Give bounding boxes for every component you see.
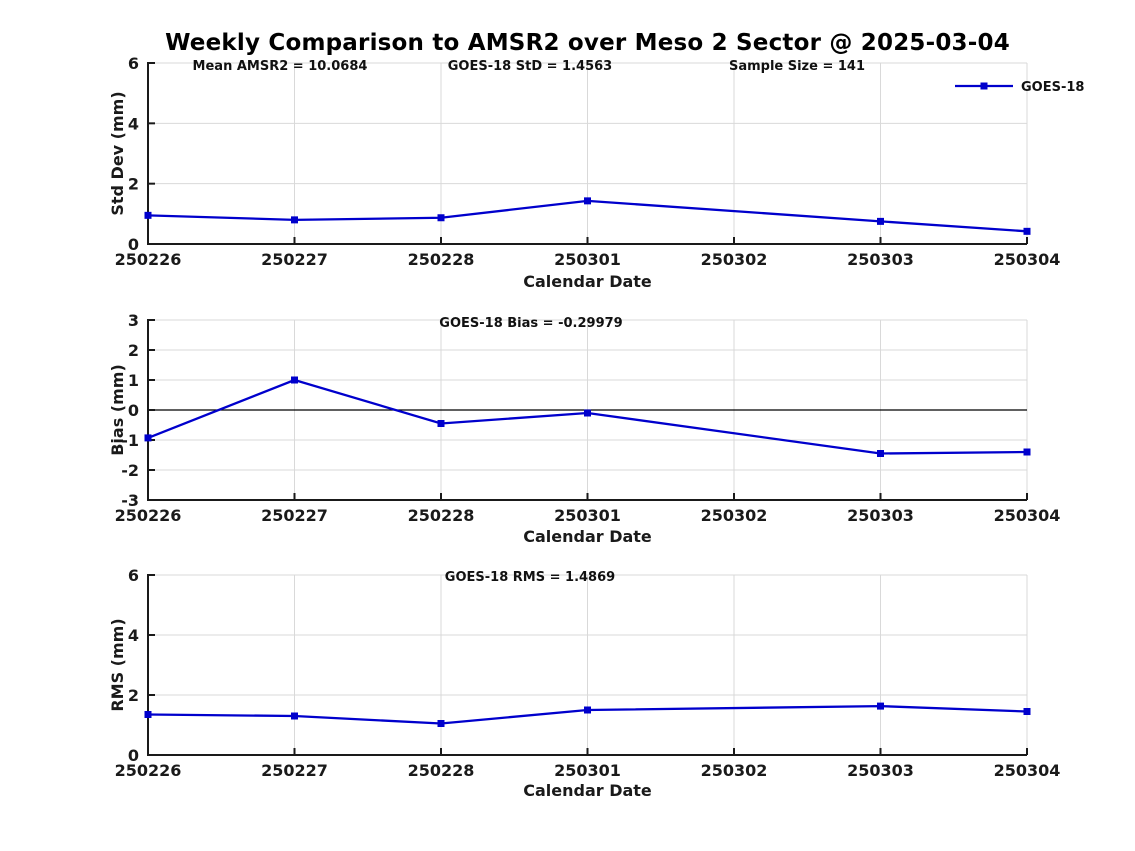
legend: GOES-18: [955, 80, 1084, 95]
svg-text:6: 6: [128, 566, 139, 585]
rms-y-axis-label: RMS (mm): [108, 618, 127, 711]
svg-text:250304: 250304: [994, 506, 1061, 525]
svg-text:250302: 250302: [701, 506, 768, 525]
bias-x-axis-label: Calendar Date: [523, 527, 652, 546]
svg-text:0: 0: [128, 235, 139, 254]
stddev-y-axis-label: Std Dev (mm): [108, 91, 127, 215]
svg-text:3: 3: [128, 311, 139, 330]
svg-text:1: 1: [128, 371, 139, 390]
svg-text:250228: 250228: [408, 761, 475, 780]
svg-text:250301: 250301: [554, 506, 621, 525]
svg-text:250227: 250227: [261, 761, 328, 780]
svg-text:250304: 250304: [994, 250, 1061, 269]
svg-text:6: 6: [128, 54, 139, 73]
svg-text:4: 4: [128, 114, 139, 133]
svg-text:250303: 250303: [847, 761, 914, 780]
annotation-sample-size: Sample Size = 141: [729, 59, 865, 74]
stddev-plot-area: 250226 250227 250228 250301 250302 250303 2503…: [115, 54, 1061, 269]
svg-text:250228: 250228: [408, 250, 475, 269]
annotation-mean-amsr2: Mean AMSR2 = 10.0684: [193, 59, 368, 74]
svg-text:250301: 250301: [554, 761, 621, 780]
svg-text:250304: 250304: [994, 761, 1061, 780]
rms-plot-area: 250226 250227 250228 250301 250302 250303 2503…: [115, 566, 1061, 780]
subplot-bias: 250226 250227 250228 250301 250302 250303 2503…: [108, 311, 1060, 546]
annotation-goes18-bias: GOES-18 Bias = -0.29979: [439, 316, 622, 331]
svg-text:250228: 250228: [408, 506, 475, 525]
svg-text:0: 0: [128, 401, 139, 420]
svg-text:2: 2: [128, 686, 139, 705]
stddev-x-axis-label: Calendar Date: [523, 272, 652, 291]
subplot-stddev: 250226 250227 250228 250301 250302 250303 2503…: [108, 54, 1084, 291]
bias-plot-area: 250226 250227 250228 250301 250302 250303 2503…: [115, 311, 1061, 525]
svg-text:250226: 250226: [115, 506, 182, 525]
svg-text:250301: 250301: [554, 250, 621, 269]
legend-label: GOES-18: [1021, 80, 1084, 95]
svg-text:250226: 250226: [115, 761, 182, 780]
svg-text:250302: 250302: [701, 761, 768, 780]
svg-text:250226: 250226: [115, 250, 182, 269]
svg-text:-2: -2: [121, 461, 139, 480]
svg-text:2: 2: [128, 175, 139, 194]
svg-text:250302: 250302: [701, 250, 768, 269]
svg-text:-1: -1: [121, 431, 139, 450]
subplot-rms: 250226 250227 250228 250301 250302 250303 2503…: [108, 566, 1060, 800]
figure-title: Weekly Comparison to AMSR2 over Meso 2 S…: [165, 30, 1010, 56]
annotation-goes18-std: GOES-18 StD = 1.4563: [448, 59, 612, 74]
svg-text:0: 0: [128, 746, 139, 765]
annotation-goes18-rms: GOES-18 RMS = 1.4869: [445, 570, 615, 585]
rms-x-axis-label: Calendar Date: [523, 781, 652, 800]
svg-text:250227: 250227: [261, 506, 328, 525]
svg-text:4: 4: [128, 626, 139, 645]
bias-y-axis-label: Bias (mm): [108, 364, 127, 456]
svg-text:250303: 250303: [847, 506, 914, 525]
legend-marker: [980, 82, 988, 90]
svg-text:-3: -3: [121, 491, 139, 510]
svg-text:2: 2: [128, 341, 139, 360]
svg-text:250227: 250227: [261, 250, 328, 269]
svg-text:250303: 250303: [847, 250, 914, 269]
